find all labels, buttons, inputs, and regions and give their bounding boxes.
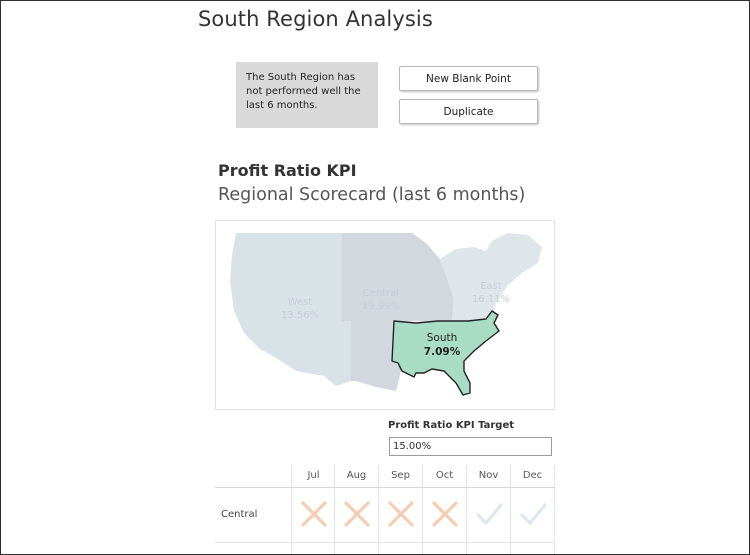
status-mark-sep[interactable] (379, 499, 422, 529)
cross-icon (343, 501, 370, 527)
kpi-title: Profit Ratio KPI (218, 161, 357, 180)
region-label-east: East (480, 281, 502, 292)
map-region-central[interactable] (342, 233, 454, 391)
col-divider (291, 465, 292, 554)
status-mark-aug[interactable] (335, 499, 378, 529)
us-map-svg: West 13.56% Central 19.99% East 16.11% S… (230, 233, 542, 396)
map-region-west[interactable] (230, 233, 351, 386)
map-region-east[interactable] (440, 233, 542, 321)
new-blank-point-button[interactable]: New Blank Point (399, 66, 538, 91)
region-label-south: South (427, 332, 458, 344)
region-label-west: West (288, 297, 313, 308)
col-divider (378, 465, 379, 554)
page-title: South Region Analysis (198, 7, 433, 31)
note-box: The South Region has not performed well … (236, 62, 378, 128)
cross-icon (300, 501, 327, 527)
region-value-west: 13.56% (281, 310, 319, 321)
col-divider (422, 465, 423, 554)
month-header-aug: Aug (346, 470, 367, 481)
row-label-central: Central (221, 509, 258, 520)
region-value-central: 19.99% (362, 301, 400, 312)
region-value-east: 16.11% (472, 294, 510, 305)
status-mark-nov[interactable] (467, 499, 510, 529)
cross-icon (431, 501, 458, 527)
header-divider (215, 487, 555, 488)
status-mark-dec[interactable] (511, 499, 554, 529)
kpi-target-label: Profit Ratio KPI Target (388, 420, 515, 431)
month-header-jul: Jul (307, 470, 320, 481)
scorecard-table: Jul Aug Sep Oct Nov Dec Central (215, 465, 555, 554)
region-map: West 13.56% Central 19.99% East 16.11% S… (215, 220, 555, 410)
map-region-south[interactable] (391, 310, 500, 396)
region-value-south: 7.09% (424, 346, 461, 358)
status-mark-oct[interactable] (423, 499, 466, 529)
check-icon (519, 503, 547, 525)
kpi-subtitle: Regional Scorecard (last 6 months) (218, 185, 526, 205)
duplicate-button[interactable]: Duplicate (399, 99, 538, 124)
col-divider (554, 465, 555, 554)
month-header-dec: Dec (522, 470, 543, 481)
row-divider (215, 542, 555, 543)
col-divider (510, 465, 511, 554)
region-label-central: Central (363, 288, 399, 299)
status-mark-jul[interactable] (292, 499, 335, 529)
col-divider (466, 465, 467, 554)
month-header-nov: Nov (478, 470, 499, 481)
check-icon (475, 503, 503, 525)
month-header-sep: Sep (391, 470, 410, 481)
col-divider (334, 465, 335, 554)
cross-icon (387, 501, 414, 527)
month-header-oct: Oct (435, 470, 454, 481)
kpi-target-input[interactable] (389, 437, 552, 456)
